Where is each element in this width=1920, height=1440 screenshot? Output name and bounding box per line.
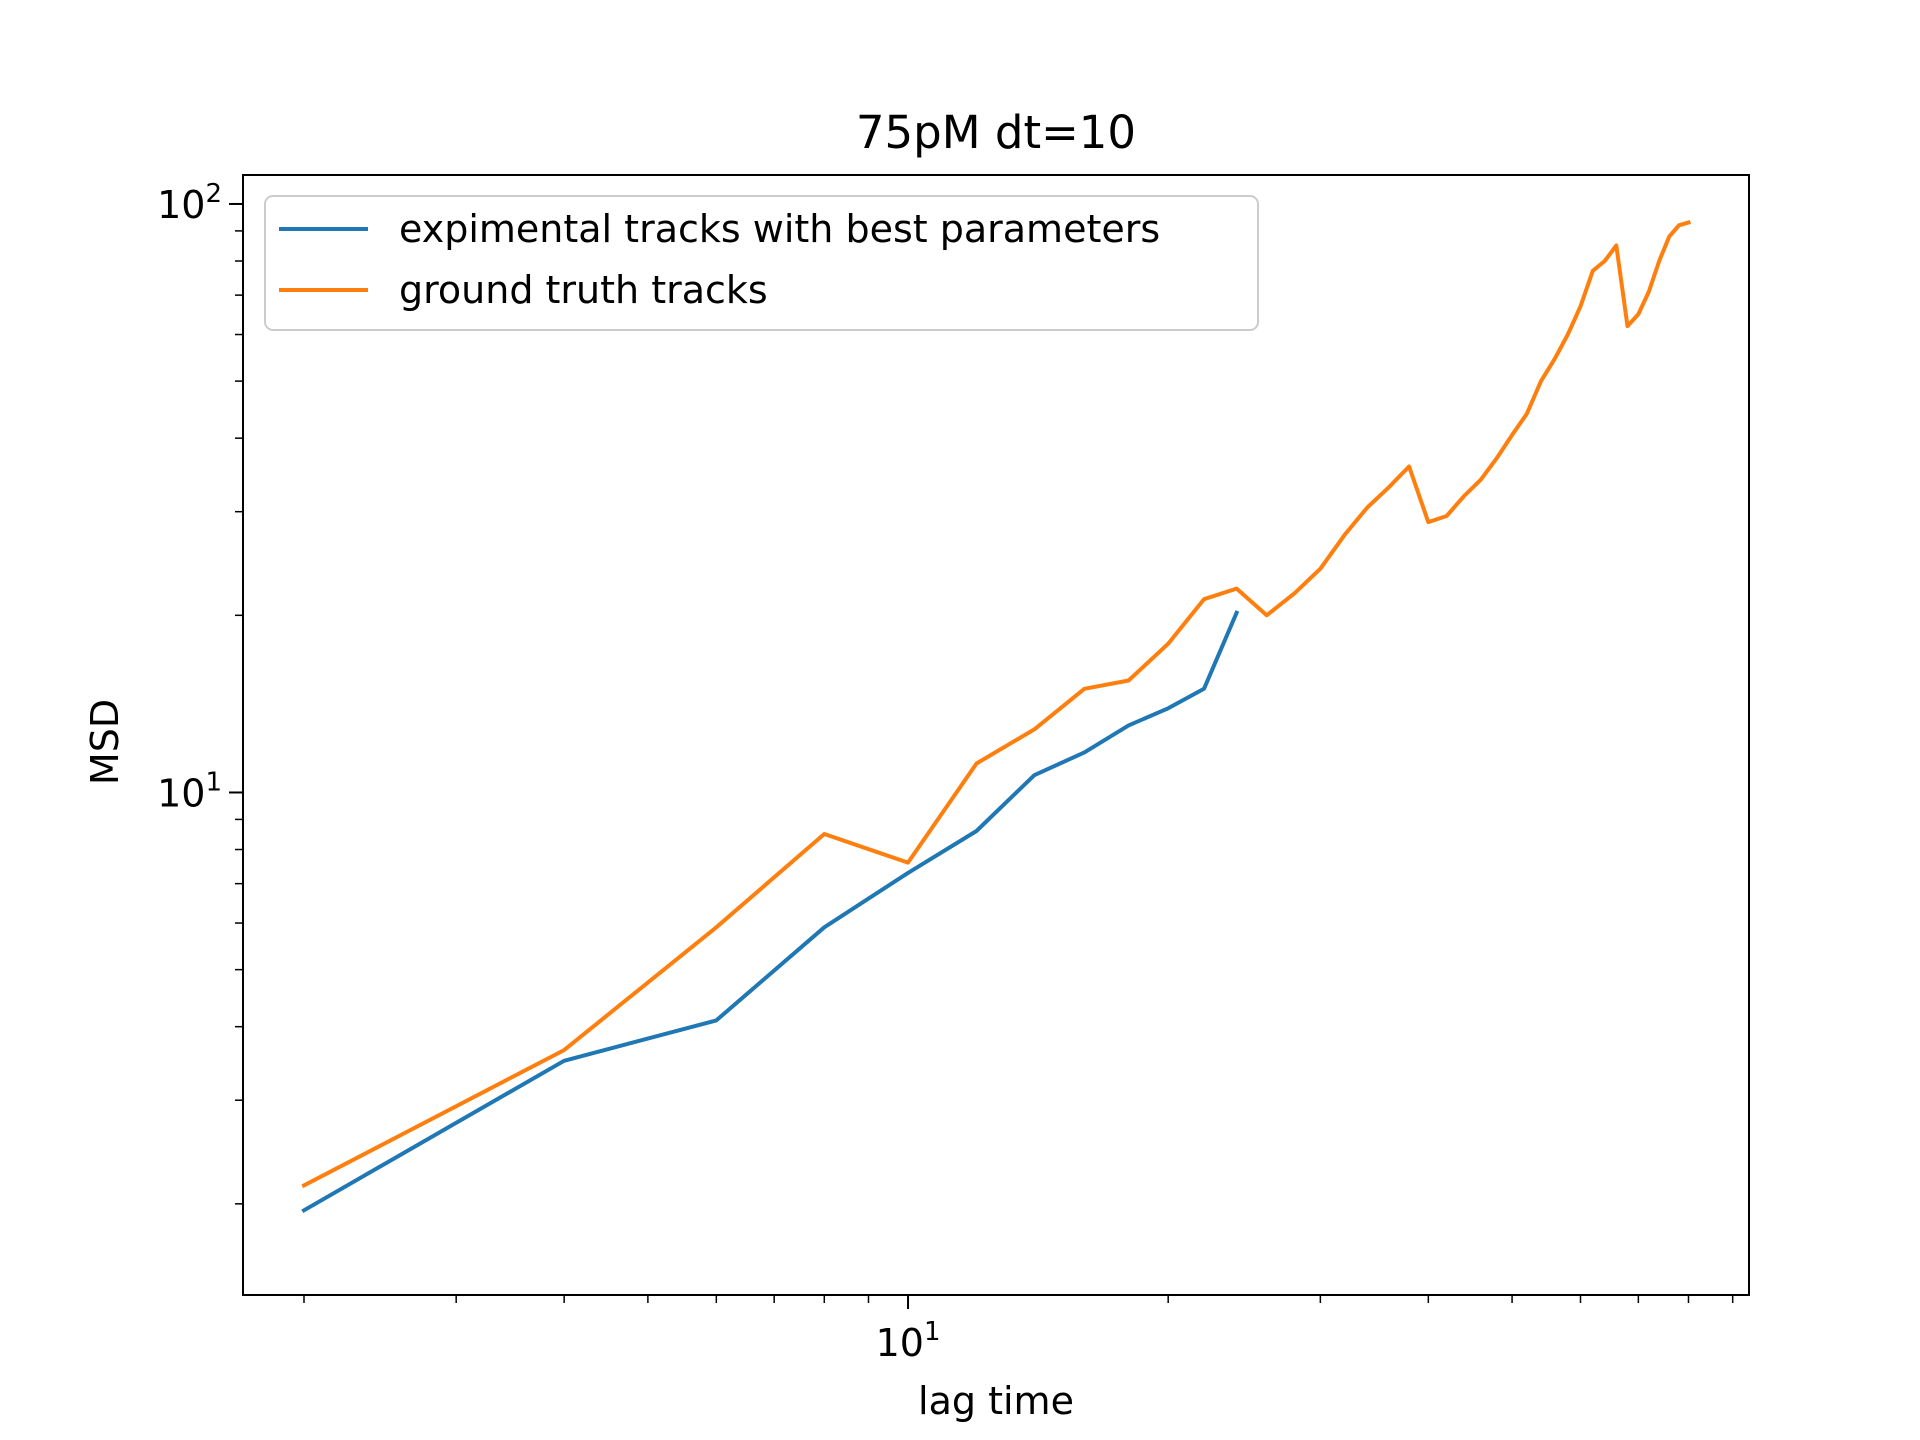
- plot-background: [243, 175, 1749, 1295]
- series-layer: [301, 220, 1691, 1214]
- chart-title: 75pM dt=10: [856, 106, 1136, 159]
- plot-frame: [242, 174, 1750, 1296]
- series-line-1: [301, 220, 1691, 1189]
- legend: expimental tracks with best parameters g…: [264, 195, 1259, 331]
- legend-label-experimental: expimental tracks with best parameters: [399, 207, 1160, 251]
- plot-area: [242, 174, 1750, 1296]
- series-line-0: [301, 610, 1240, 1214]
- y-axis-label: MSD: [83, 699, 127, 785]
- x-axis-label: lag time: [918, 1379, 1074, 1423]
- y-tick-label: 101: [157, 767, 222, 815]
- legend-frame: [264, 195, 1259, 331]
- legend-label-ground-truth: ground truth tracks: [399, 268, 768, 312]
